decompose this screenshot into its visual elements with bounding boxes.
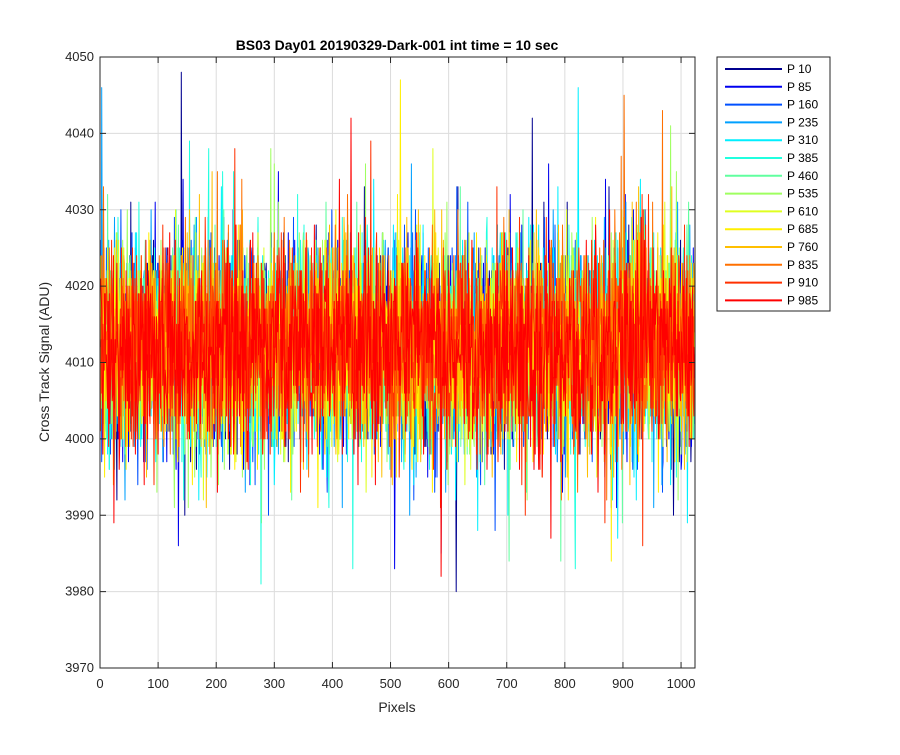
y-tick-label: 4000 xyxy=(65,431,94,446)
y-tick-label: 4010 xyxy=(65,355,94,370)
legend-label: P 310 xyxy=(787,133,818,147)
legend-box xyxy=(716,56,831,312)
x-tick-label: 900 xyxy=(612,676,634,691)
legend-label: P 535 xyxy=(787,187,818,201)
legend-label: P 760 xyxy=(787,240,818,254)
x-tick-label: 500 xyxy=(380,676,402,691)
legend: P 10 P 85 P 160 P 235 P 310 P 385 P 460 P 535 P … xyxy=(716,56,831,312)
legend-label: P 85 xyxy=(787,80,812,94)
y-tick-label: 4040 xyxy=(65,125,94,140)
x-axis-label: Pixels xyxy=(378,699,415,715)
x-tick-label: 1000 xyxy=(667,676,696,691)
legend-label: P 235 xyxy=(787,115,818,129)
y-axis-label: Cross Track Signal (ADU) xyxy=(36,282,52,442)
y-tick-label: 4050 xyxy=(65,49,94,64)
x-tick-label: 200 xyxy=(205,676,227,691)
legend-label: P 10 xyxy=(787,62,812,76)
x-tick-label: 700 xyxy=(496,676,518,691)
x-tick-label: 600 xyxy=(438,676,460,691)
y-tick-label: 4020 xyxy=(65,278,94,293)
legend-label: P 685 xyxy=(787,222,818,236)
axis-ticks: 0 100 200 300 400 500 600 700 800 900 1000 3970 3980… xyxy=(65,49,695,691)
x-tick-label: 100 xyxy=(147,676,169,691)
legend-label: P 610 xyxy=(787,204,818,218)
x-tick-label: 400 xyxy=(322,676,344,691)
y-tick-label: 3980 xyxy=(65,584,94,599)
legend-label: P 835 xyxy=(787,258,818,272)
chart-title: BS03 Day01 20190329-Dark-001 int time = … xyxy=(236,37,559,53)
series-line-p985 xyxy=(100,117,695,577)
y-tick-label: 4030 xyxy=(65,202,94,217)
x-tick-label: 300 xyxy=(263,676,285,691)
data-series xyxy=(100,71,695,593)
y-tick-label: 3970 xyxy=(65,660,94,675)
legend-label: P 985 xyxy=(787,293,818,307)
legend-label: P 910 xyxy=(787,276,818,290)
x-tick-label: 0 xyxy=(96,676,103,691)
x-tick-label: 800 xyxy=(554,676,576,691)
legend-label: P 460 xyxy=(787,169,818,183)
y-tick-label: 3990 xyxy=(65,507,94,522)
series-line-p910 xyxy=(100,140,695,547)
legend-label: P 160 xyxy=(787,98,818,112)
legend-label: P 385 xyxy=(787,151,818,165)
